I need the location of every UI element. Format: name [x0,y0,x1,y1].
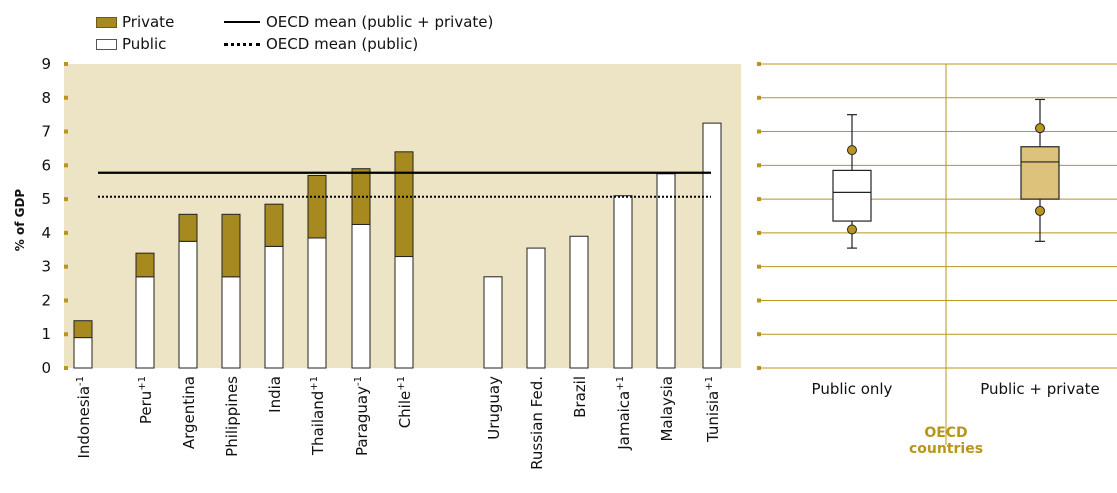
category-label: Argentina [180,376,198,449]
y-tick-mark-right [757,264,761,269]
y-tick-mark-left [64,264,68,269]
y-tick-mark-right [757,163,761,168]
category-label: Uruguay [485,376,503,440]
dotted-line-swatch [224,42,260,46]
y-axis-label: % of GDP [13,189,27,252]
legend-label-mean-public: OECD mean (public) [266,35,419,53]
legend-item-private: Private [96,13,174,31]
category-label: Malaysia [658,376,676,442]
bar-public [351,223,371,369]
y-tick-label: 0 [41,359,51,377]
bar-public [264,245,284,369]
box-point-p10 [1035,205,1045,216]
y-tick-mark-left [64,95,68,100]
category-label: Indonesia-1 [75,376,93,459]
category-label: Paraguay-1 [353,376,371,456]
y-tick-mark-right [757,129,761,134]
bar-private [178,213,198,242]
legend-label-public: Public [122,35,167,53]
legend-item-mean-total: OECD mean (public + private) [224,13,493,31]
y-tick-label: 4 [41,224,51,242]
box-category-label: Public only [812,380,893,398]
bar-private [135,252,155,278]
y-tick-mark-left [64,129,68,134]
y-tick-mark-right [757,197,761,202]
category-label: Thailand+1 [309,376,327,456]
bar-private [264,203,284,247]
y-tick-mark-right [757,366,761,370]
panel-title-oecd: OECD countries [909,425,983,457]
y-tick-mark-right [757,298,761,303]
category-label: Philippines [223,376,241,457]
solid-line-swatch [224,21,260,23]
y-tick-mark-right [757,95,761,100]
y-tick-label: 1 [41,325,51,343]
y-tick-label: 5 [41,190,51,208]
category-label: Tunisia+1 [704,376,722,443]
y-tick-label: 8 [41,89,51,107]
private-swatch [96,16,117,28]
y-tick-mark-left [64,197,68,202]
bar-public [526,247,546,369]
box-category-label: Public + private [980,380,1100,398]
y-tick-label: 2 [41,291,51,309]
box-iqr [1020,146,1060,200]
y-tick-label: 3 [41,258,51,276]
category-label: India [266,376,284,413]
legend-item-mean-public: OECD mean (public) [224,35,418,53]
bar-public [613,195,633,369]
box-point-p90 [847,145,857,156]
bar-public [569,235,589,369]
y-tick-label: 6 [41,156,51,174]
bar-private [73,320,93,339]
y-tick-mark-right [757,62,761,66]
y-tick-label: 9 [41,55,51,73]
bar-public [135,276,155,369]
box-point-p90 [1035,123,1045,134]
y-tick-mark-right [757,230,761,235]
legend-label-private: Private [122,13,175,31]
bar-public [656,173,676,369]
box-point-p10 [847,224,857,235]
category-label: Chile+1 [396,376,414,428]
y-tick-mark-left [64,163,68,168]
category-label: Russian Fed. [528,376,546,470]
bar-private [307,174,327,239]
bar-public [73,337,93,369]
y-tick-mark-right [757,332,761,337]
y-tick-mark-left [64,62,68,66]
bar-public [483,276,503,369]
bar-public [221,276,241,369]
category-label: Brazil [571,376,589,418]
bar-public [702,122,722,369]
y-tick-mark-left [64,230,68,235]
y-tick-label: 7 [41,123,51,141]
legend-item-public: Public [96,35,166,53]
bar-public [178,240,198,369]
y-tick-mark-left [64,332,68,337]
category-label: Peru+1 [137,376,155,424]
category-label: Jamaica+1 [615,376,633,451]
bar-private [394,151,414,258]
bar-private [221,213,241,278]
box-iqr [832,169,872,222]
legend-label-mean-total: OECD mean (public + private) [266,13,494,31]
public-swatch [96,38,117,50]
y-tick-mark-left [64,298,68,303]
y-tick-mark-left [64,366,68,370]
bar-public [307,237,327,369]
bar-public [394,256,414,369]
